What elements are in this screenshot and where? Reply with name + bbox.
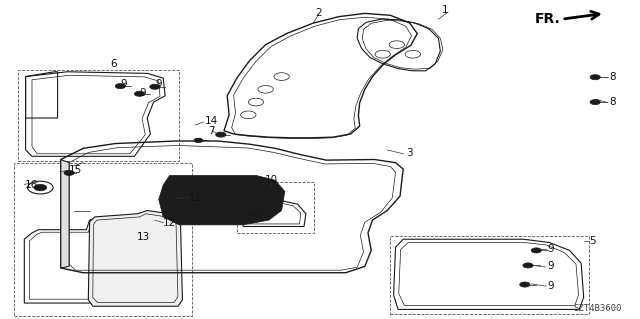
Circle shape <box>520 282 530 287</box>
Bar <box>14 163 192 316</box>
Text: 9: 9 <box>547 244 554 254</box>
Text: 13: 13 <box>137 232 150 242</box>
Polygon shape <box>88 211 182 306</box>
Circle shape <box>150 84 160 89</box>
Text: 2: 2 <box>316 8 322 18</box>
Text: 9: 9 <box>155 79 161 89</box>
Circle shape <box>531 248 541 253</box>
Text: 9: 9 <box>120 79 127 89</box>
Bar <box>237 182 314 233</box>
Text: 12: 12 <box>163 218 177 228</box>
Text: SZT4B3600: SZT4B3600 <box>573 304 622 313</box>
Text: 15: 15 <box>69 165 83 175</box>
Text: 14: 14 <box>205 116 218 126</box>
Polygon shape <box>159 175 285 225</box>
Text: 8: 8 <box>609 71 616 82</box>
Circle shape <box>248 211 258 216</box>
Circle shape <box>194 138 203 143</box>
Circle shape <box>523 263 533 268</box>
Circle shape <box>590 100 600 105</box>
Circle shape <box>216 132 226 137</box>
Bar <box>18 70 179 161</box>
Circle shape <box>590 75 600 80</box>
Text: 16: 16 <box>24 180 38 190</box>
Text: 11: 11 <box>189 193 202 204</box>
Text: 8: 8 <box>609 97 616 107</box>
Text: 5: 5 <box>589 236 595 246</box>
Text: 1: 1 <box>442 5 448 15</box>
Circle shape <box>34 184 47 191</box>
Circle shape <box>64 170 74 175</box>
Text: 9: 9 <box>547 261 554 271</box>
Polygon shape <box>61 160 69 268</box>
Circle shape <box>134 91 145 96</box>
Text: 3: 3 <box>406 148 413 158</box>
Text: 6: 6 <box>111 59 117 70</box>
Circle shape <box>115 84 125 89</box>
Bar <box>390 236 589 314</box>
Text: 9: 9 <box>140 87 146 98</box>
Text: 9: 9 <box>547 280 554 291</box>
Text: FR.: FR. <box>534 12 560 26</box>
Text: 10: 10 <box>265 175 278 185</box>
Text: 7: 7 <box>209 126 215 136</box>
